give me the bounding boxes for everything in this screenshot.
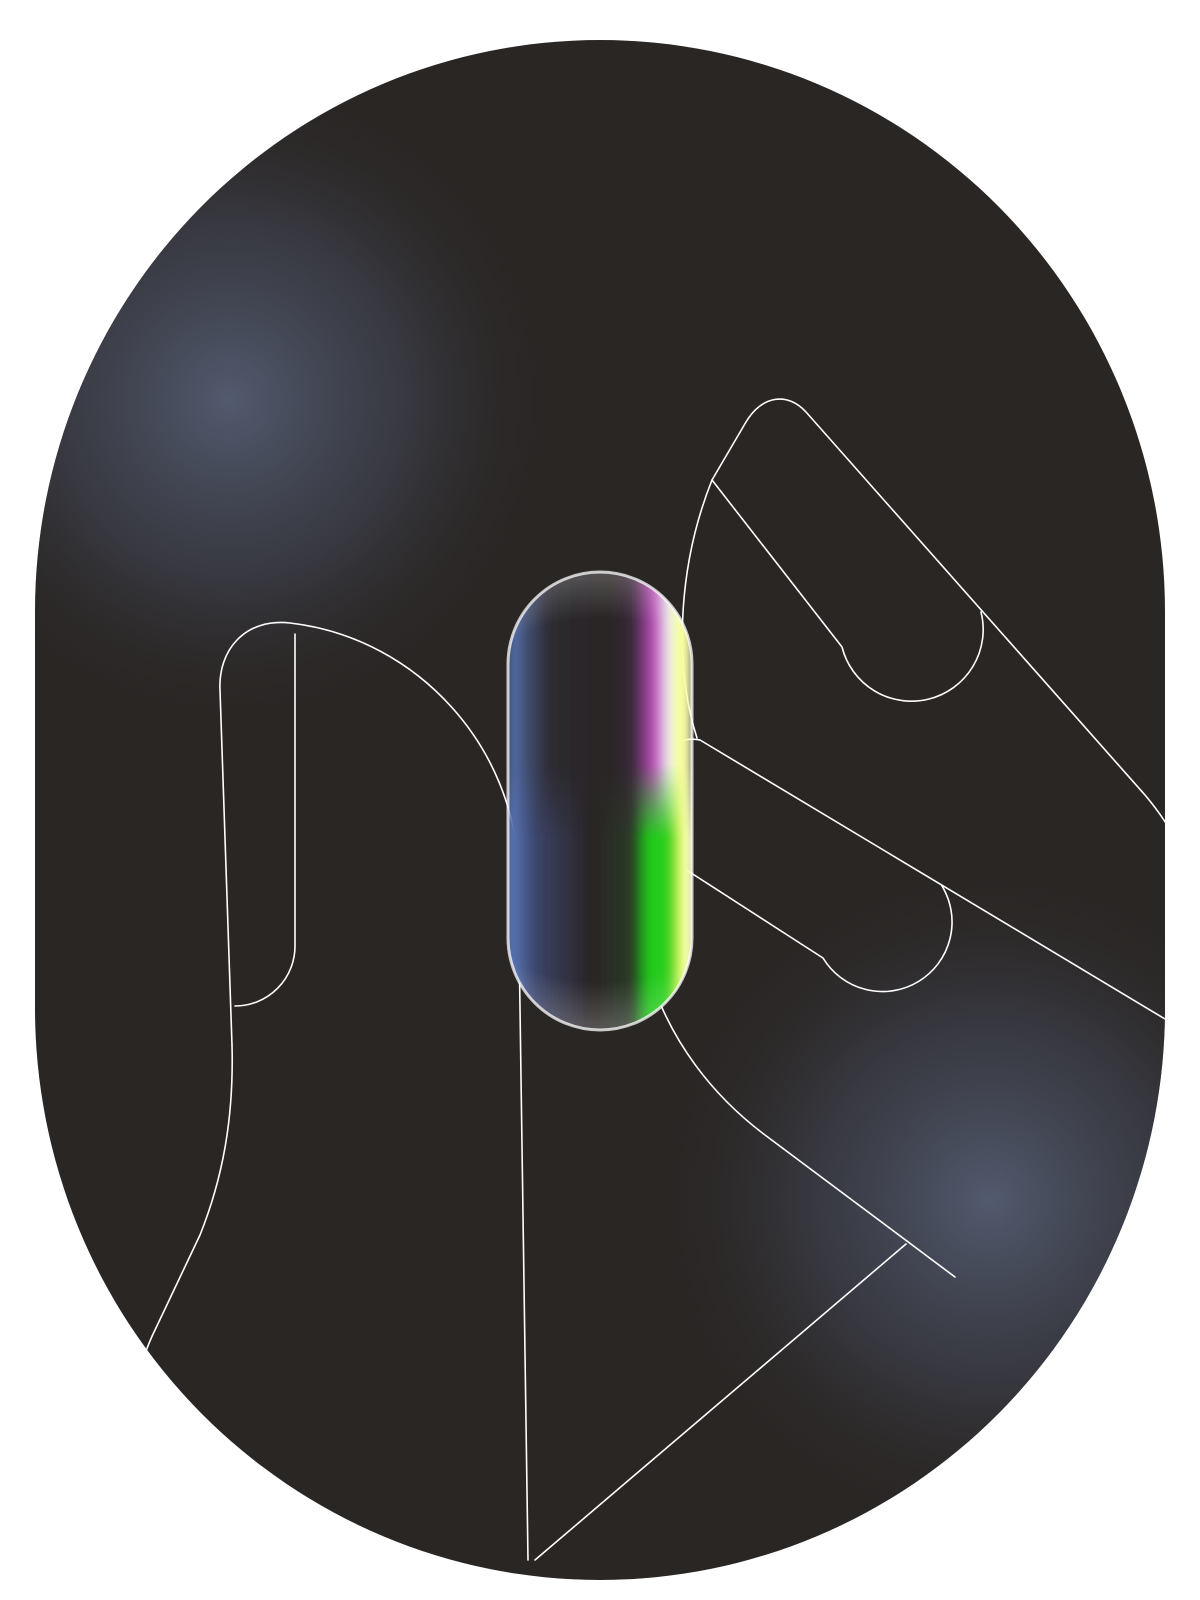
right-hand-wrist-line <box>534 1243 907 1561</box>
capsule-rim-highlight <box>508 572 692 1030</box>
capsule-outline <box>506 570 694 1032</box>
left-hand-finger-outline <box>219 621 529 1561</box>
left-hand-fingertip-crease <box>234 633 296 1007</box>
right-lower-finger-knuckle-line <box>699 739 1165 1026</box>
right-lower-finger-nail-crease <box>639 839 953 993</box>
right-upper-finger-nail-crease <box>711 479 984 702</box>
iridescent-capsule <box>506 570 694 1032</box>
